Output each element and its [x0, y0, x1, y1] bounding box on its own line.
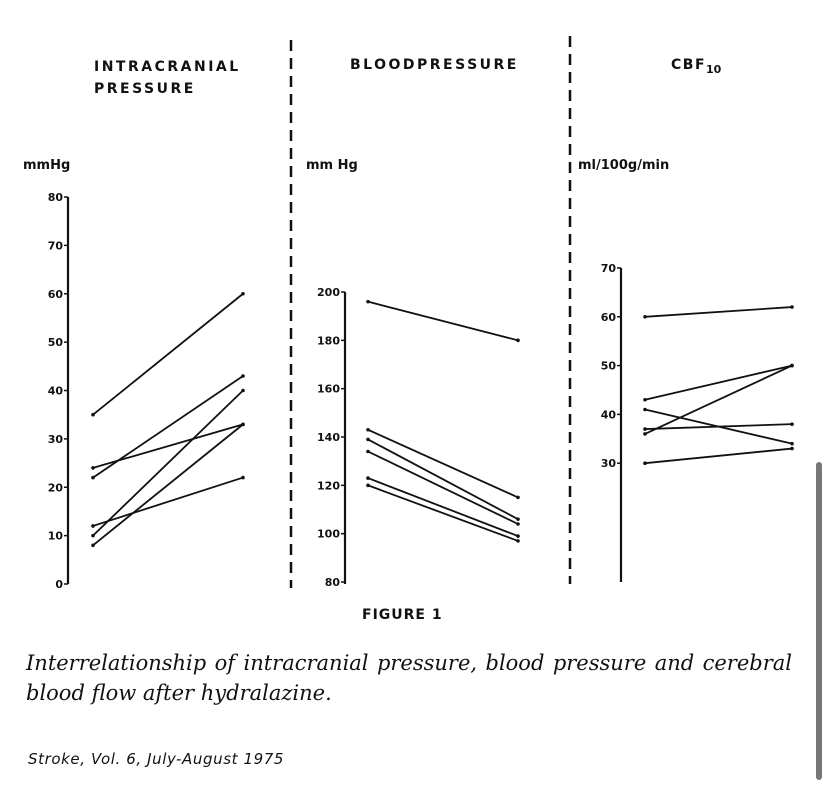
- data-point: [91, 533, 95, 538]
- series-line: [92, 423, 244, 469]
- unit-label-cbf: ml/100g/min: [578, 158, 670, 173]
- y-tick-label: 80: [48, 191, 64, 204]
- data-point: [790, 441, 794, 446]
- y-tick-label: 80: [325, 576, 341, 589]
- data-point: [91, 466, 95, 470]
- data-point: [366, 483, 370, 488]
- panel-plot: 30 40 50 60 70: [601, 262, 794, 582]
- y-tick-label: 40: [601, 408, 617, 421]
- panel-title-line: CBF: [671, 57, 707, 73]
- data-point: [790, 446, 794, 451]
- y-tick-label: 120: [317, 479, 340, 492]
- series-line: [92, 476, 244, 527]
- y-tick-label: 200: [317, 286, 340, 299]
- series-line: [92, 423, 244, 547]
- data-point: [790, 305, 794, 309]
- data-point: [91, 412, 95, 417]
- y-tick-label: 60: [601, 311, 617, 324]
- scrollbar[interactable]: [816, 462, 822, 780]
- citation: Stroke, Vol. 6, July-August 1975: [28, 750, 285, 768]
- y-tick-label: 70: [48, 239, 64, 252]
- series-line: [644, 364, 793, 435]
- panel-title-line: INTRACRANIAL: [94, 59, 241, 75]
- data-point: [790, 422, 794, 426]
- data-point: [790, 363, 794, 368]
- data-point: [643, 461, 647, 466]
- panel-title-intracranial-pressure: INTRACRANIAL PRESSURE: [94, 56, 241, 100]
- figure-caption: Interrelationship of intracranial pressu…: [26, 651, 792, 705]
- y-tick-label: 60: [48, 288, 64, 301]
- data-point: [366, 427, 370, 432]
- data-point: [91, 524, 95, 528]
- y-tick-label: 100: [317, 528, 340, 541]
- data-point: [241, 388, 245, 393]
- data-point: [643, 407, 647, 412]
- series-line: [367, 300, 519, 342]
- data-point: [91, 543, 95, 548]
- data-point: [516, 338, 520, 343]
- y-tick-label: 50: [601, 360, 617, 373]
- data-point: [516, 534, 520, 538]
- series-line: [92, 292, 244, 416]
- data-point: [241, 422, 245, 427]
- series-line: [644, 423, 793, 430]
- y-tick-label: 70: [601, 262, 617, 275]
- data-point: [516, 522, 520, 526]
- y-tick-label: 40: [48, 385, 64, 398]
- data-point: [516, 517, 520, 521]
- data-point: [366, 437, 370, 442]
- data-point: [366, 449, 370, 454]
- y-tick-label: 50: [48, 336, 64, 349]
- unit-label-bp: mm Hg: [306, 158, 358, 173]
- series-line: [644, 447, 793, 465]
- y-tick-label: 180: [317, 334, 340, 347]
- figure-chart: 0 10 20 30 40 50 60 70 80 80 100 120 140 160 180 200 30 4…: [48, 36, 794, 591]
- data-point: [643, 397, 647, 402]
- unit-label-icp: mmHg: [23, 158, 71, 173]
- data-point: [643, 315, 647, 319]
- panel-title-blood-pressure: BLOODPRESSURE: [350, 54, 519, 76]
- panel-title-line: PRESSURE: [94, 81, 196, 97]
- y-tick-label: 10: [48, 530, 64, 543]
- series-line: [367, 477, 519, 537]
- panel-plot: 80 100 120 140 160 180 200: [317, 286, 520, 589]
- y-tick-label: 0: [55, 578, 63, 591]
- data-point: [241, 475, 245, 480]
- y-tick-label: 140: [317, 431, 340, 444]
- panel-title-cbf: CBF10: [671, 54, 721, 81]
- series-line: [367, 438, 519, 521]
- y-tick-label: 30: [601, 457, 617, 470]
- y-tick-label: 20: [48, 481, 64, 494]
- series-line: [644, 306, 793, 318]
- series-line: [367, 428, 519, 499]
- series-line: [367, 450, 519, 525]
- panel-title-line: BLOODPRESSURE: [350, 57, 519, 73]
- data-point: [516, 539, 520, 543]
- data-point: [516, 495, 520, 500]
- y-tick-label: 30: [48, 433, 64, 446]
- data-point: [366, 476, 370, 480]
- data-point: [91, 475, 95, 480]
- y-tick-label: 160: [317, 383, 340, 396]
- data-point: [366, 299, 370, 304]
- series-line: [644, 364, 793, 401]
- panel-plot: 0 10 20 30 40 50 60 70 80: [48, 191, 245, 591]
- figure-label: FIGURE 1: [362, 607, 443, 623]
- panel-title-subscript: 10: [706, 62, 722, 76]
- data-point: [643, 432, 647, 436]
- series-line: [92, 389, 244, 537]
- data-point: [241, 374, 245, 378]
- data-point: [643, 427, 647, 431]
- data-point: [241, 291, 245, 296]
- series-line: [367, 484, 519, 542]
